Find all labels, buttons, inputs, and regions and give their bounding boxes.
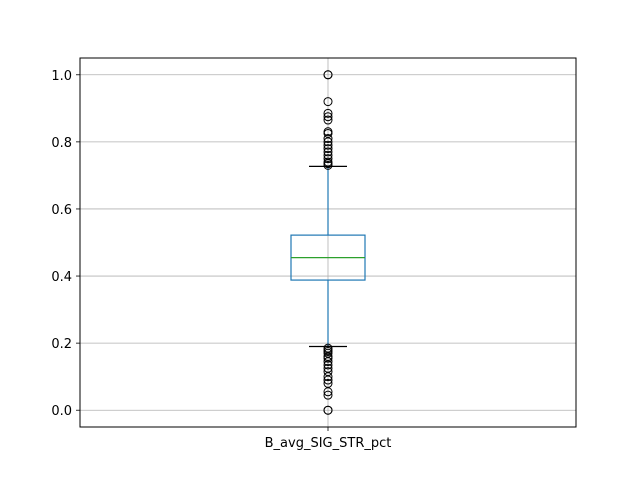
grid-lines xyxy=(80,58,576,427)
outlier-point xyxy=(323,150,333,160)
y-tick-label: 0.8 xyxy=(51,136,72,151)
outlier-point xyxy=(323,147,333,157)
outlier-point xyxy=(323,70,333,80)
outlier-point xyxy=(323,154,333,164)
outlier-point xyxy=(323,378,333,388)
outlier-point xyxy=(323,108,333,118)
outlier-point xyxy=(323,112,333,122)
y-tick-label: 1.0 xyxy=(51,69,72,84)
outlier-point xyxy=(323,390,333,400)
y-tick-label: 0.2 xyxy=(51,337,72,352)
box-elements xyxy=(290,70,366,415)
outlier-point xyxy=(323,157,333,167)
y-tick-label: 0.0 xyxy=(51,404,72,419)
outlier-point xyxy=(323,134,333,144)
outlier-point xyxy=(323,405,333,415)
outlier-point xyxy=(323,140,333,150)
outlier-point xyxy=(323,115,333,125)
x-tick-label: B_avg_SIG_STR_pct xyxy=(265,436,392,451)
x-axis-ticks: B_avg_SIG_STR_pct xyxy=(265,427,392,451)
outlier-point xyxy=(323,127,333,137)
outlier-point xyxy=(323,144,333,154)
outlier-point xyxy=(323,363,333,373)
outlier-point xyxy=(323,343,333,353)
y-tick-label: 0.6 xyxy=(51,203,72,218)
outlier-point xyxy=(323,367,333,377)
y-tick-label: 0.4 xyxy=(51,270,72,285)
outlier-point xyxy=(323,97,333,107)
y-axis-ticks: 0.0 0.2 0.4 0.6 0.8 1.0 xyxy=(51,69,80,419)
